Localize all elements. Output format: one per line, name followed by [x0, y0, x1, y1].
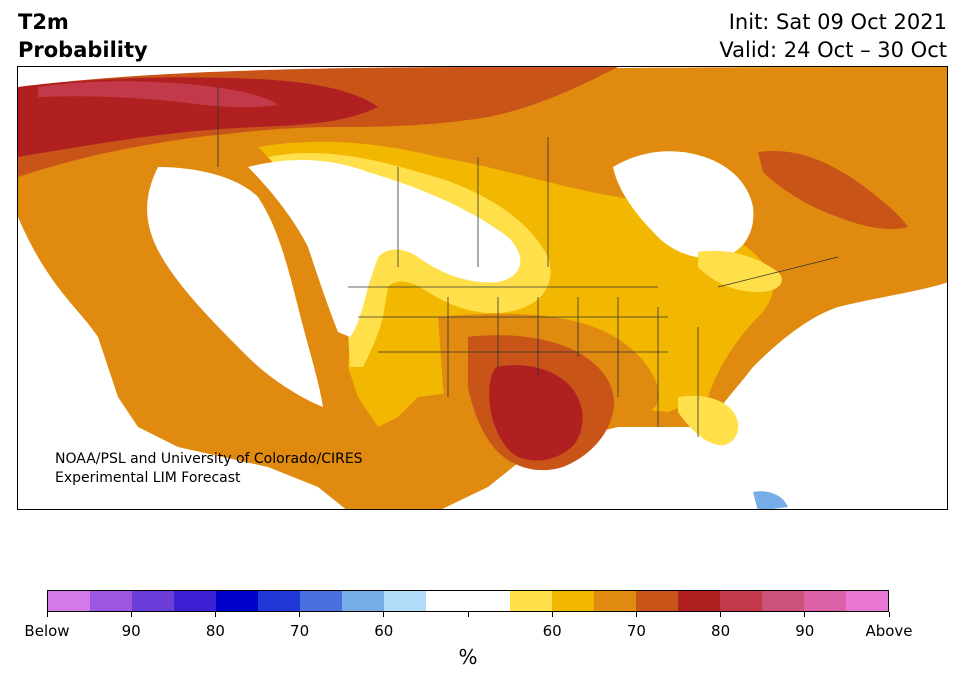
region-orange-dark-labrador	[758, 151, 908, 229]
colorbar-unit: %	[458, 645, 478, 669]
colorbar-tick-8	[720, 612, 722, 617]
colorbar-tick-label-0: Below	[24, 622, 70, 640]
colorbar	[47, 590, 889, 612]
colorbar-tick-3	[299, 612, 301, 617]
colorbar-cell-2	[132, 591, 174, 611]
colorbar-tick-10	[888, 612, 890, 617]
region-hudson-bay	[613, 151, 754, 259]
boundary-lines	[217, 87, 839, 437]
colorbar-cell-6	[300, 591, 342, 611]
forecast-map	[17, 66, 948, 510]
colorbar-tick-0	[46, 612, 48, 617]
colorbar-tick-2	[214, 612, 216, 617]
colorbar-cell-4	[216, 591, 258, 611]
colorbar-tick-6	[551, 612, 553, 617]
init-date: Init: Sat 09 Oct 2021	[728, 10, 947, 34]
colorbar-cell-11	[510, 591, 552, 611]
colorbar-cell-16	[720, 591, 762, 611]
colorbar-tick-label-4: 60	[374, 622, 394, 640]
colorbar-tick-label-6: 60	[542, 622, 562, 640]
colorbar-cell-15	[678, 591, 720, 611]
colorbar-cell-7	[342, 591, 384, 611]
region-white-west-coast	[147, 167, 323, 407]
region-red-alaska	[18, 77, 378, 157]
colorbar-tick-5	[467, 612, 469, 617]
colorbar-tick-label-9: 90	[795, 622, 815, 640]
title-line-2: Probability	[18, 38, 148, 62]
map-svg	[18, 67, 947, 509]
date-info: Init: Sat 09 Oct 2021 Valid: 24 Oct – 30…	[719, 8, 947, 64]
colorbar-cell-9	[426, 591, 468, 611]
region-yellow-light-lakes	[698, 250, 782, 292]
colorbar-tick-label-2: 80	[205, 622, 225, 640]
credit-line-1: NOAA/PSL and University of Colorado/CIRE…	[55, 451, 363, 467]
colorbar-tick-9	[804, 612, 806, 617]
colorbar-tick-1	[130, 612, 132, 617]
region-white-west	[248, 160, 521, 337]
colorbar-tick-label-1: 90	[121, 622, 141, 640]
colorbar-tick-4	[383, 612, 385, 617]
credit-text: NOAA/PSL and University of Colorado/CIRE…	[55, 450, 363, 488]
colorbar-cell-0	[48, 591, 90, 611]
colorbar-tick-label-3: 70	[290, 622, 310, 640]
valid-dates: Valid: 24 Oct – 30 Oct	[719, 38, 947, 62]
colorbar-cell-12	[552, 591, 594, 611]
colorbar-cell-13	[594, 591, 636, 611]
region-blue-caribbean	[753, 491, 788, 509]
colorbar-tick-label-8: 80	[711, 622, 731, 640]
region-red-texas	[489, 365, 583, 461]
colorbar-cell-10	[468, 591, 510, 611]
colorbar-cell-14	[636, 591, 678, 611]
colorbar-tick-7	[635, 612, 637, 617]
colorbar-cell-5	[258, 591, 300, 611]
colorbar-tick-label-10: Above	[865, 622, 913, 640]
colorbar-cell-19	[846, 591, 888, 611]
credit-line-2: Experimental LIM Forecast	[55, 470, 241, 486]
colorbar-tick-label-7: 70	[626, 622, 646, 640]
colorbar-cell-17	[762, 591, 804, 611]
region-yellow-light-southeast	[678, 395, 739, 446]
colorbar-cell-3	[174, 591, 216, 611]
title-line-1: T2m	[18, 10, 69, 34]
colorbar-cell-8	[384, 591, 426, 611]
colorbar-cell-1	[90, 591, 132, 611]
colorbar-cell-18	[804, 591, 846, 611]
chart-title: T2m Probability	[18, 8, 148, 64]
